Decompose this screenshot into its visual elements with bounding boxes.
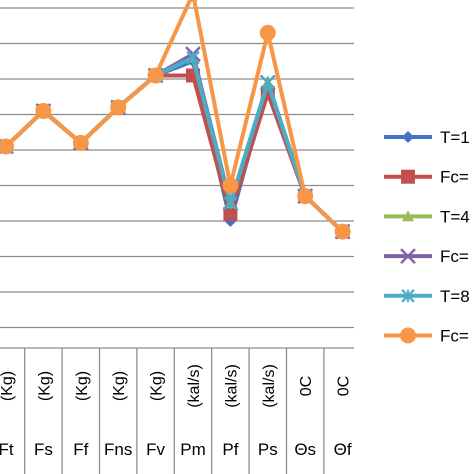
legend: T=1 Fc= T=4 Fc= T=8 Fc= — [384, 128, 470, 346]
data-point — [400, 327, 416, 344]
data-point — [72, 134, 89, 151]
series-line — [4, 0, 344, 234]
data-point — [401, 169, 415, 184]
legend-label: T=8 — [440, 287, 470, 306]
series-6 — [0, 0, 351, 240]
data-point — [297, 188, 314, 205]
data-point — [187, 0, 199, 2]
x-tick-unit: (kal/s) — [186, 364, 203, 408]
x-tick-unit: (Kg) — [74, 371, 91, 401]
data-point — [334, 223, 351, 240]
x-tick-unit: (Kg) — [0, 371, 16, 401]
data-point — [259, 24, 276, 41]
data-point — [401, 289, 415, 303]
x-tick-unit: (kal/s) — [223, 364, 240, 408]
x-tick-labels: (Kg) Ft (Kg) Fs (Kg) Ff (Kg) Fns (Kg) Fv (kal/s) Pm… — [0, 364, 353, 459]
legend-label: T=4 — [440, 207, 470, 226]
x-tick-label: Pf — [222, 440, 238, 459]
legend-item: T=1 — [384, 128, 470, 147]
data-point — [223, 206, 238, 221]
x-tick-label: Fv — [146, 440, 165, 459]
data-point — [402, 210, 414, 222]
x-tick-label: Pm — [180, 440, 206, 459]
x-tick-label: Fns — [104, 440, 132, 459]
legend-label: Fc= — [440, 168, 469, 187]
data-point — [110, 99, 127, 116]
data-point — [223, 196, 238, 211]
x-axis — [0, 347, 354, 474]
data-point — [222, 177, 239, 194]
x-tick-label: Ps — [258, 440, 278, 459]
legend-label: Fc= — [440, 247, 469, 266]
x-tick-unit: (Kg) — [111, 371, 128, 401]
x-tick-unit: (kal/s) — [261, 364, 278, 408]
data-point — [186, 50, 200, 65]
series-lines — [0, 0, 351, 240]
legend-item: Fc= — [384, 327, 469, 346]
x-tick-label: Θs — [294, 440, 316, 459]
x-tick-unit: 0C — [336, 376, 353, 396]
legend-label: Fc= — [440, 327, 469, 346]
data-point — [400, 248, 416, 264]
x-tick-label: Ff — [73, 440, 88, 459]
legend-item: Fc= — [384, 168, 469, 187]
x-tick-unit: (Kg) — [149, 371, 166, 401]
data-point — [35, 102, 52, 119]
x-tick-label: Ft — [0, 440, 14, 459]
data-point — [0, 138, 14, 155]
legend-item: T=4 — [384, 207, 470, 226]
series-1 — [0, 55, 349, 238]
data-point — [261, 75, 275, 90]
x-tick-label: Θf — [334, 440, 352, 459]
x-tick-label: Fs — [34, 440, 53, 459]
data-point — [402, 131, 414, 143]
x-tick-unit: 0C — [298, 376, 315, 396]
legend-label: T=1 — [440, 128, 470, 147]
gridlines — [0, 7, 354, 329]
data-point — [147, 67, 164, 84]
legend-item: T=8 — [384, 287, 470, 306]
legend-item: Fc= — [384, 247, 469, 266]
x-tick-unit: (Kg) — [36, 371, 53, 401]
